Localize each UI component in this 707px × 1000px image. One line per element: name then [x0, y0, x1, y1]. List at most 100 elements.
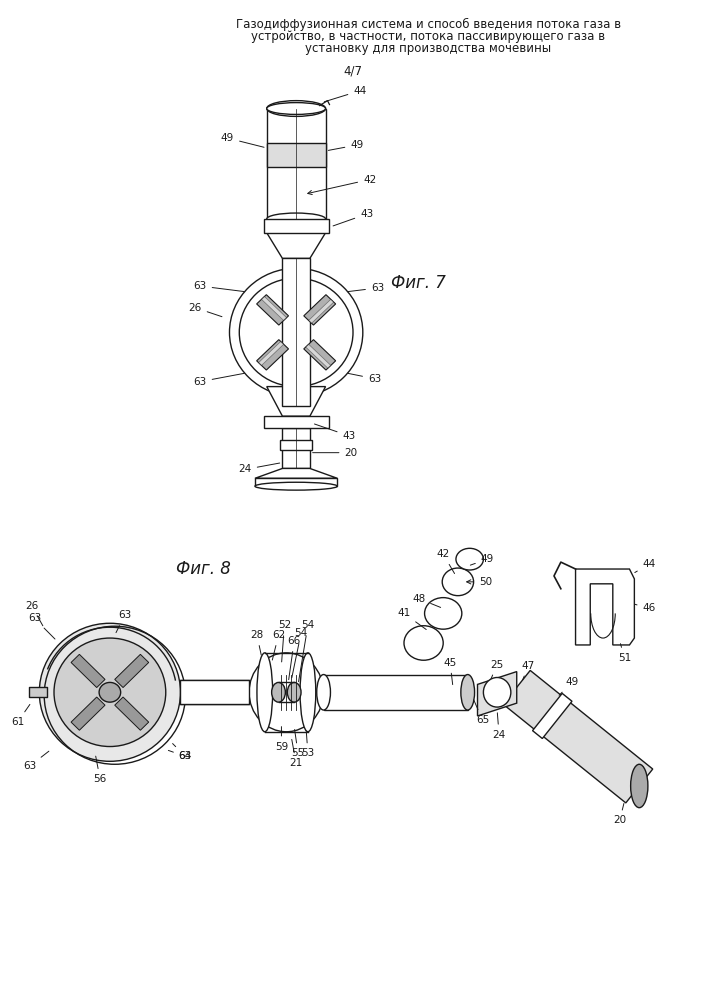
Ellipse shape: [255, 482, 337, 490]
Text: 21: 21: [290, 739, 303, 768]
Text: 62: 62: [272, 630, 285, 660]
Ellipse shape: [54, 638, 165, 747]
Ellipse shape: [257, 653, 273, 732]
Polygon shape: [477, 672, 517, 716]
Text: 49: 49: [221, 133, 264, 147]
Text: Газодиффузионная система и способ введения потока газа в: Газодиффузионная система и способ введен…: [236, 18, 621, 31]
Text: устройство, в частности, потока пассивирующего газа в: устройство, в частности, потока пассивир…: [252, 30, 606, 43]
Text: 54: 54: [298, 620, 315, 682]
Polygon shape: [575, 569, 634, 645]
Text: 63: 63: [23, 751, 49, 771]
Polygon shape: [309, 299, 334, 323]
Ellipse shape: [317, 675, 330, 710]
Text: Фиг. 8: Фиг. 8: [175, 560, 230, 578]
Text: 63: 63: [28, 613, 55, 639]
Text: 63: 63: [194, 281, 245, 292]
Ellipse shape: [267, 101, 325, 116]
Text: 52: 52: [278, 620, 291, 662]
Text: 50: 50: [467, 577, 492, 587]
Text: 49: 49: [328, 140, 363, 150]
Bar: [281, 440, 312, 450]
Text: 41: 41: [397, 608, 426, 630]
Text: 47: 47: [522, 661, 535, 680]
Bar: [30, 687, 47, 697]
Text: 55: 55: [291, 730, 305, 758]
Text: 51: 51: [618, 644, 631, 663]
Text: 43: 43: [315, 424, 356, 441]
Bar: [264, 219, 329, 233]
Ellipse shape: [99, 682, 121, 702]
Polygon shape: [257, 340, 288, 370]
Ellipse shape: [267, 103, 325, 114]
Text: 44: 44: [325, 86, 366, 102]
Text: 56: 56: [93, 756, 107, 784]
Polygon shape: [71, 654, 105, 688]
Text: 28: 28: [250, 630, 264, 655]
Bar: [267, 143, 325, 167]
Ellipse shape: [425, 598, 462, 629]
Bar: [282, 258, 310, 406]
Bar: [282, 428, 310, 468]
Polygon shape: [305, 344, 331, 368]
Bar: [324, 675, 468, 710]
Ellipse shape: [239, 278, 353, 387]
Ellipse shape: [300, 653, 316, 732]
Text: 63: 63: [348, 283, 384, 293]
Text: 26: 26: [189, 303, 222, 317]
Polygon shape: [257, 295, 288, 325]
Ellipse shape: [456, 548, 484, 570]
Text: 54: 54: [292, 628, 308, 678]
Polygon shape: [304, 340, 336, 370]
Text: 20: 20: [613, 803, 626, 825]
Text: 66: 66: [288, 636, 300, 680]
Text: 53: 53: [301, 730, 315, 758]
Text: 49: 49: [559, 677, 578, 695]
Polygon shape: [532, 693, 572, 739]
Bar: [267, 109, 325, 219]
Polygon shape: [259, 341, 284, 365]
Text: 24: 24: [238, 463, 280, 474]
Ellipse shape: [484, 678, 511, 707]
Text: 63: 63: [168, 750, 192, 761]
Text: 42: 42: [437, 549, 455, 574]
Text: 48: 48: [412, 594, 440, 607]
Text: 63: 63: [116, 610, 132, 633]
Bar: [264, 416, 329, 428]
Text: 59: 59: [275, 727, 288, 752]
Ellipse shape: [230, 268, 363, 396]
Text: 43: 43: [333, 209, 373, 226]
Ellipse shape: [271, 682, 286, 702]
Ellipse shape: [461, 675, 474, 710]
Text: 42: 42: [308, 175, 376, 195]
Polygon shape: [115, 654, 148, 688]
Text: 63: 63: [348, 373, 381, 384]
Text: 61: 61: [11, 704, 30, 727]
Polygon shape: [267, 233, 325, 258]
Ellipse shape: [40, 623, 180, 761]
Text: 45: 45: [443, 658, 457, 685]
Polygon shape: [255, 468, 337, 478]
Text: 65: 65: [474, 700, 489, 725]
Text: 26: 26: [25, 601, 43, 626]
Ellipse shape: [442, 568, 474, 596]
Text: 20: 20: [312, 448, 358, 458]
Ellipse shape: [404, 626, 443, 660]
Polygon shape: [115, 697, 148, 730]
Ellipse shape: [631, 764, 648, 808]
Ellipse shape: [267, 213, 325, 225]
Polygon shape: [71, 697, 105, 730]
Polygon shape: [262, 297, 286, 320]
Ellipse shape: [249, 653, 324, 732]
Text: 64: 64: [173, 744, 192, 761]
Bar: [255, 478, 337, 486]
Text: 44: 44: [635, 559, 655, 573]
Polygon shape: [267, 387, 325, 416]
Polygon shape: [503, 670, 653, 803]
Polygon shape: [304, 295, 336, 325]
Text: 49: 49: [470, 554, 494, 565]
Text: 4/7: 4/7: [344, 65, 363, 78]
Bar: [180, 680, 249, 704]
Text: установку для производства мочевины: установку для производства мочевины: [305, 42, 551, 55]
Text: Фиг. 7: Фиг. 7: [391, 274, 446, 292]
Text: 63: 63: [194, 373, 245, 387]
